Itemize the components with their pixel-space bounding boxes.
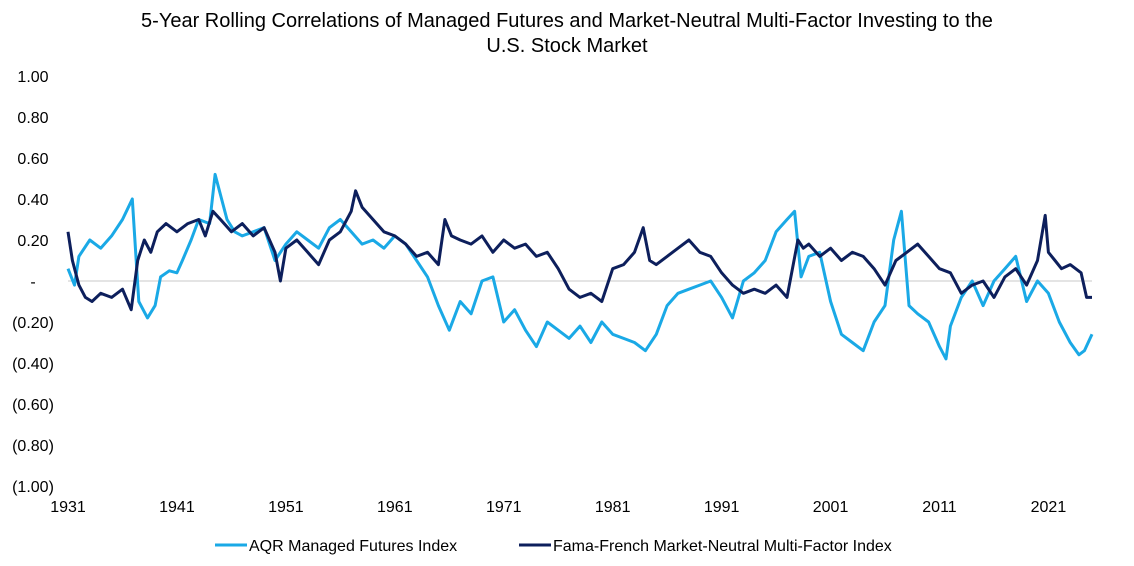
legend-label-fama-french: Fama-French Market-Neutral Multi-Factor … <box>553 538 892 555</box>
y-tick-label: (0.20) <box>12 315 54 332</box>
y-tick-label: (0.80) <box>12 438 54 455</box>
x-tick-label: 2011 <box>922 499 957 516</box>
legend-item-fama-french: Fama-French Market-Neutral Multi-Factor … <box>519 538 892 555</box>
y-tick-label: 0.60 <box>17 151 48 168</box>
y-tick-label: 0.20 <box>17 233 48 250</box>
x-axis-tick-labels: 1931 1941 1951 1961 1971 1981 1991 2001 2011 2021 <box>50 499 1066 516</box>
y-tick-label: (0.60) <box>12 397 54 414</box>
x-tick-label: 1941 <box>159 499 195 516</box>
x-tick-label: 2021 <box>1031 499 1067 516</box>
legend-label-aqr: AQR Managed Futures Index <box>249 538 457 555</box>
y-tick-label: (0.40) <box>12 356 54 373</box>
x-tick-label: 1981 <box>595 499 631 516</box>
legend: AQR Managed Futures Index Fama-French Ma… <box>215 538 892 555</box>
y-tick-label: 0.40 <box>17 192 48 209</box>
y-tick-label: 1.00 <box>17 69 48 86</box>
x-tick-label: 2001 <box>813 499 849 516</box>
chart-title: 5-Year Rolling Correlations of Managed F… <box>141 10 993 57</box>
y-tick-label: - <box>30 274 35 291</box>
x-tick-label: 1991 <box>704 499 740 516</box>
legend-item-aqr: AQR Managed Futures Index <box>215 538 457 555</box>
chart-series <box>66 172 1094 361</box>
x-tick-label: 1951 <box>268 499 304 516</box>
chart-title-line-2: U.S. Stock Market <box>486 35 648 57</box>
y-tick-label: (1.00) <box>12 479 54 496</box>
x-tick-label: 1971 <box>486 499 522 516</box>
y-tick-label: 0.80 <box>17 110 48 127</box>
chart-title-line-1: 5-Year Rolling Correlations of Managed F… <box>141 10 993 32</box>
series-line-fama-french <box>66 189 1092 312</box>
x-tick-label: 1961 <box>377 499 413 516</box>
y-axis-tick-labels: 1.00 0.80 0.60 0.40 0.20 - (0.20) (0.40) (0.60) (… <box>12 69 54 496</box>
x-tick-label: 1931 <box>50 499 86 516</box>
